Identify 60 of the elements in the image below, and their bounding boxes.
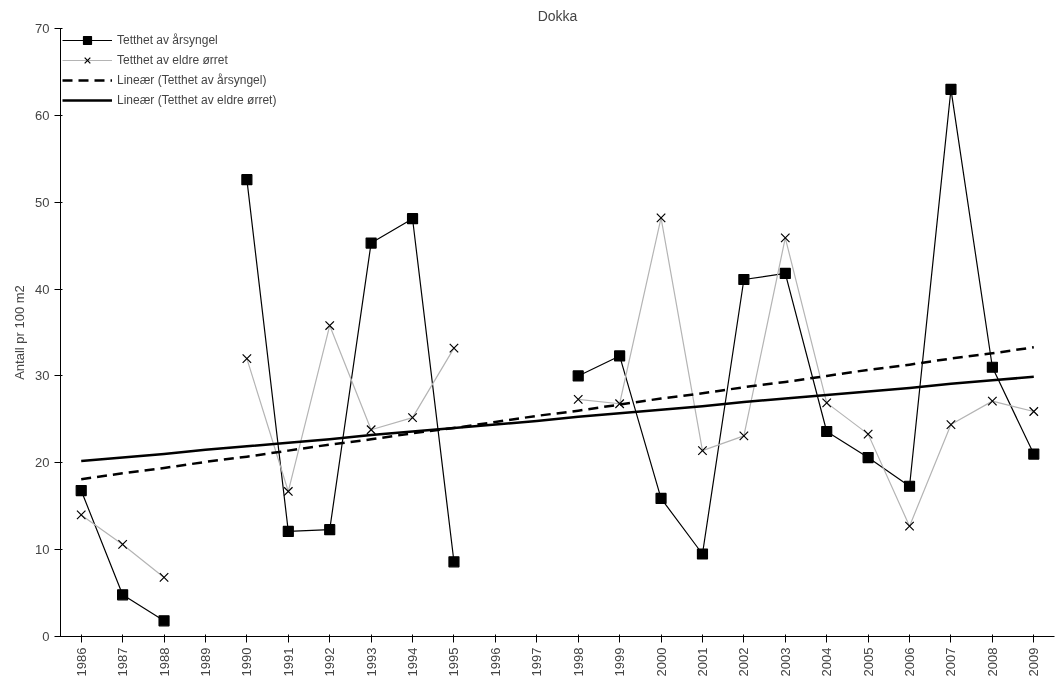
- point: [117, 589, 129, 601]
- point: [241, 174, 253, 186]
- y-tick-label: 40: [35, 281, 50, 297]
- x-tick-label: 2004: [819, 647, 835, 677]
- y-tick-label: 70: [35, 21, 50, 36]
- point: [986, 361, 998, 373]
- x-tick-label: 1998: [570, 647, 586, 677]
- x-tick-label: 1991: [280, 647, 296, 677]
- point: [779, 267, 791, 280]
- x-tick-label: 1990: [239, 647, 255, 677]
- x-tick-label: 1993: [363, 647, 379, 677]
- x-tick-label: 2003: [777, 647, 793, 677]
- legend-label: Tetthet av eldre ørret: [117, 53, 228, 67]
- x-tick-label: 1986: [73, 647, 89, 677]
- legend-label: Lineær (Tetthet av årsyngel): [117, 73, 267, 87]
- x-tick-label: 1989: [197, 647, 213, 677]
- point: [903, 480, 916, 492]
- point: [158, 615, 170, 627]
- legend-label: Tetthet av årsyngel: [117, 33, 218, 47]
- x-tick-label: 2002: [736, 647, 752, 677]
- point: [75, 484, 87, 497]
- y-axis-title: Antall pr 100 m2: [12, 285, 28, 380]
- x-tick-label: 1994: [405, 647, 421, 677]
- point: [572, 370, 584, 382]
- point: [324, 524, 336, 536]
- point: [614, 350, 626, 362]
- y-tick-label: 30: [35, 368, 50, 384]
- x-tick-label: 2000: [653, 647, 669, 677]
- point: [862, 451, 874, 464]
- point: [696, 548, 709, 560]
- y-tick-label: 50: [35, 194, 50, 210]
- point: [655, 492, 667, 504]
- point: [614, 398, 625, 409]
- x-tick-label: 2005: [860, 647, 876, 677]
- x-tick-label: 1995: [446, 647, 462, 677]
- x-tick-label: 2007: [943, 647, 959, 677]
- x-tick-label: 1999: [612, 647, 628, 677]
- x-tick-label: 1997: [529, 647, 545, 677]
- y-tick-label: 60: [35, 107, 50, 123]
- y-tick-label: 10: [35, 542, 50, 558]
- x-tick-label: 2001: [694, 647, 710, 677]
- x-tick-label: 1988: [156, 647, 172, 677]
- point: [945, 83, 957, 95]
- x-tick-label: 1992: [322, 647, 338, 677]
- x-tick-label: 2006: [902, 647, 918, 677]
- x-tick-label: 2009: [1026, 647, 1042, 677]
- y-tick-label: 0: [42, 629, 50, 644]
- point: [406, 213, 419, 225]
- legend-label: Lineær (Tetthet av eldre ørret): [117, 93, 277, 107]
- point: [1028, 448, 1040, 460]
- point: [821, 425, 833, 438]
- chart-title: Dokka: [537, 7, 578, 24]
- y-tick-label: 20: [35, 455, 50, 471]
- x-tick-label: 1987: [115, 647, 131, 677]
- point: [448, 556, 460, 568]
- point: [738, 273, 750, 286]
- x-tick-label: 1996: [487, 647, 503, 677]
- x-tick-label: 2008: [984, 647, 1000, 677]
- point: [282, 525, 294, 537]
- point: [365, 237, 377, 249]
